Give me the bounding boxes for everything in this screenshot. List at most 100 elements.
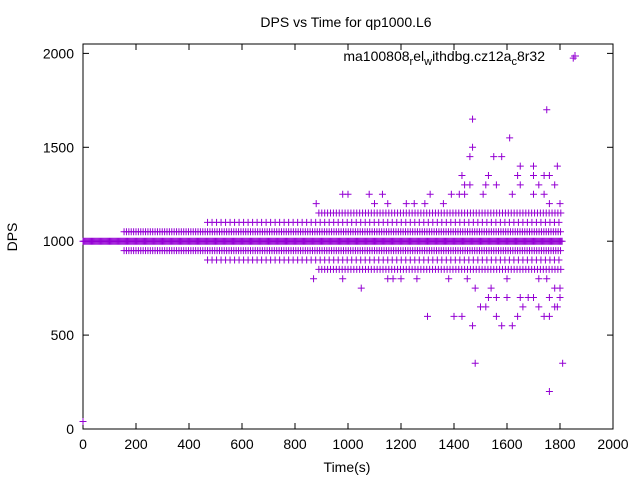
data-point bbox=[79, 417, 87, 425]
data-point bbox=[469, 322, 477, 330]
data-point bbox=[553, 162, 561, 170]
data-point bbox=[492, 312, 500, 320]
x-tick-label: 1600 bbox=[491, 436, 522, 452]
legend-text-part: ithdbg.cz12a bbox=[432, 48, 512, 64]
data-points bbox=[79, 54, 577, 425]
x-tick-label: 800 bbox=[283, 436, 307, 452]
x-tick-label: 1400 bbox=[438, 436, 469, 452]
data-point bbox=[535, 181, 543, 189]
data-point bbox=[492, 294, 500, 302]
data-point bbox=[530, 171, 537, 179]
x-tick-label: 200 bbox=[124, 436, 148, 452]
data-point bbox=[506, 134, 514, 142]
data-point bbox=[545, 200, 553, 208]
data-point bbox=[545, 294, 553, 302]
data-point bbox=[498, 153, 506, 161]
y-tick-label: 2000 bbox=[43, 45, 74, 61]
y-axis: 0 500 1000 1500 2000 bbox=[43, 45, 613, 437]
legend-text-part: c bbox=[511, 56, 517, 68]
y-axis-label: DPS bbox=[4, 223, 20, 252]
data-point bbox=[463, 275, 471, 283]
data-point bbox=[551, 181, 559, 189]
data-point bbox=[558, 237, 566, 245]
data-point bbox=[384, 200, 392, 208]
x-axis: 0 200 400 600 800 1000 1200 1400 1600 1800 2000 bbox=[79, 44, 629, 452]
data-point bbox=[553, 303, 561, 311]
data-point bbox=[469, 115, 477, 123]
data-point bbox=[458, 312, 466, 320]
data-point bbox=[508, 322, 516, 330]
data-point bbox=[339, 275, 347, 283]
y-tick-label: 1500 bbox=[43, 139, 74, 155]
data-point bbox=[447, 190, 455, 198]
data-point bbox=[557, 247, 565, 255]
data-point bbox=[339, 190, 347, 198]
data-point bbox=[519, 303, 527, 311]
data-point bbox=[530, 190, 537, 198]
data-point bbox=[389, 275, 397, 283]
data-point bbox=[516, 162, 524, 170]
data-point bbox=[503, 294, 511, 302]
x-tick-label: 1800 bbox=[544, 436, 575, 452]
data-point bbox=[556, 294, 564, 302]
data-point bbox=[397, 275, 405, 283]
data-point bbox=[556, 200, 564, 208]
x-tick-label: 1000 bbox=[332, 436, 363, 452]
data-point bbox=[479, 190, 487, 198]
data-point bbox=[490, 153, 498, 161]
data-point bbox=[530, 294, 537, 302]
data-point bbox=[508, 190, 516, 198]
data-point bbox=[503, 275, 511, 283]
data-point bbox=[378, 190, 386, 198]
y-tick-label: 1000 bbox=[43, 233, 74, 249]
data-point bbox=[365, 190, 373, 198]
data-point bbox=[458, 171, 466, 179]
legend-marker bbox=[571, 52, 579, 60]
data-point bbox=[535, 303, 543, 311]
data-point bbox=[371, 200, 378, 208]
legend-text-part: r bbox=[410, 56, 414, 68]
legend-text-part: 8r32 bbox=[517, 48, 545, 64]
data-point bbox=[492, 181, 500, 189]
data-point bbox=[557, 209, 565, 217]
data-point bbox=[424, 312, 431, 320]
data-point bbox=[557, 265, 565, 273]
data-point bbox=[482, 303, 490, 311]
legend-text-part: w bbox=[423, 56, 432, 68]
data-point bbox=[530, 162, 537, 170]
data-point bbox=[555, 256, 563, 264]
data-point bbox=[466, 153, 474, 161]
data-point bbox=[357, 284, 365, 292]
data-point bbox=[471, 284, 479, 292]
x-tick-label: 600 bbox=[230, 436, 254, 452]
data-point bbox=[487, 284, 495, 292]
x-tick-label: 0 bbox=[79, 436, 87, 452]
data-point bbox=[516, 294, 524, 302]
data-point bbox=[484, 171, 492, 179]
data-point bbox=[469, 143, 477, 151]
data-point bbox=[545, 312, 553, 320]
data-point bbox=[557, 228, 565, 236]
data-point bbox=[559, 359, 567, 367]
y-tick-label: 500 bbox=[51, 327, 75, 343]
data-point bbox=[514, 171, 522, 179]
data-point bbox=[569, 54, 577, 62]
data-point bbox=[310, 275, 318, 283]
data-point bbox=[461, 190, 469, 198]
data-point bbox=[402, 200, 410, 208]
data-point bbox=[545, 387, 553, 395]
data-point bbox=[543, 106, 551, 114]
data-point bbox=[498, 322, 506, 330]
data-point bbox=[540, 190, 548, 198]
data-point bbox=[410, 200, 418, 208]
x-tick-label: 2000 bbox=[597, 436, 628, 452]
data-point bbox=[471, 359, 479, 367]
x-axis-label: Time(s) bbox=[324, 459, 371, 475]
x-tick-label: 400 bbox=[177, 436, 201, 452]
data-point bbox=[426, 190, 434, 198]
data-point bbox=[413, 275, 421, 283]
data-point bbox=[421, 200, 429, 208]
legend-series-label: ma100808relwithdbg.cz12ac8r32 bbox=[343, 48, 545, 68]
chart-title: DPS vs Time for qp1000.L6 bbox=[260, 14, 431, 30]
